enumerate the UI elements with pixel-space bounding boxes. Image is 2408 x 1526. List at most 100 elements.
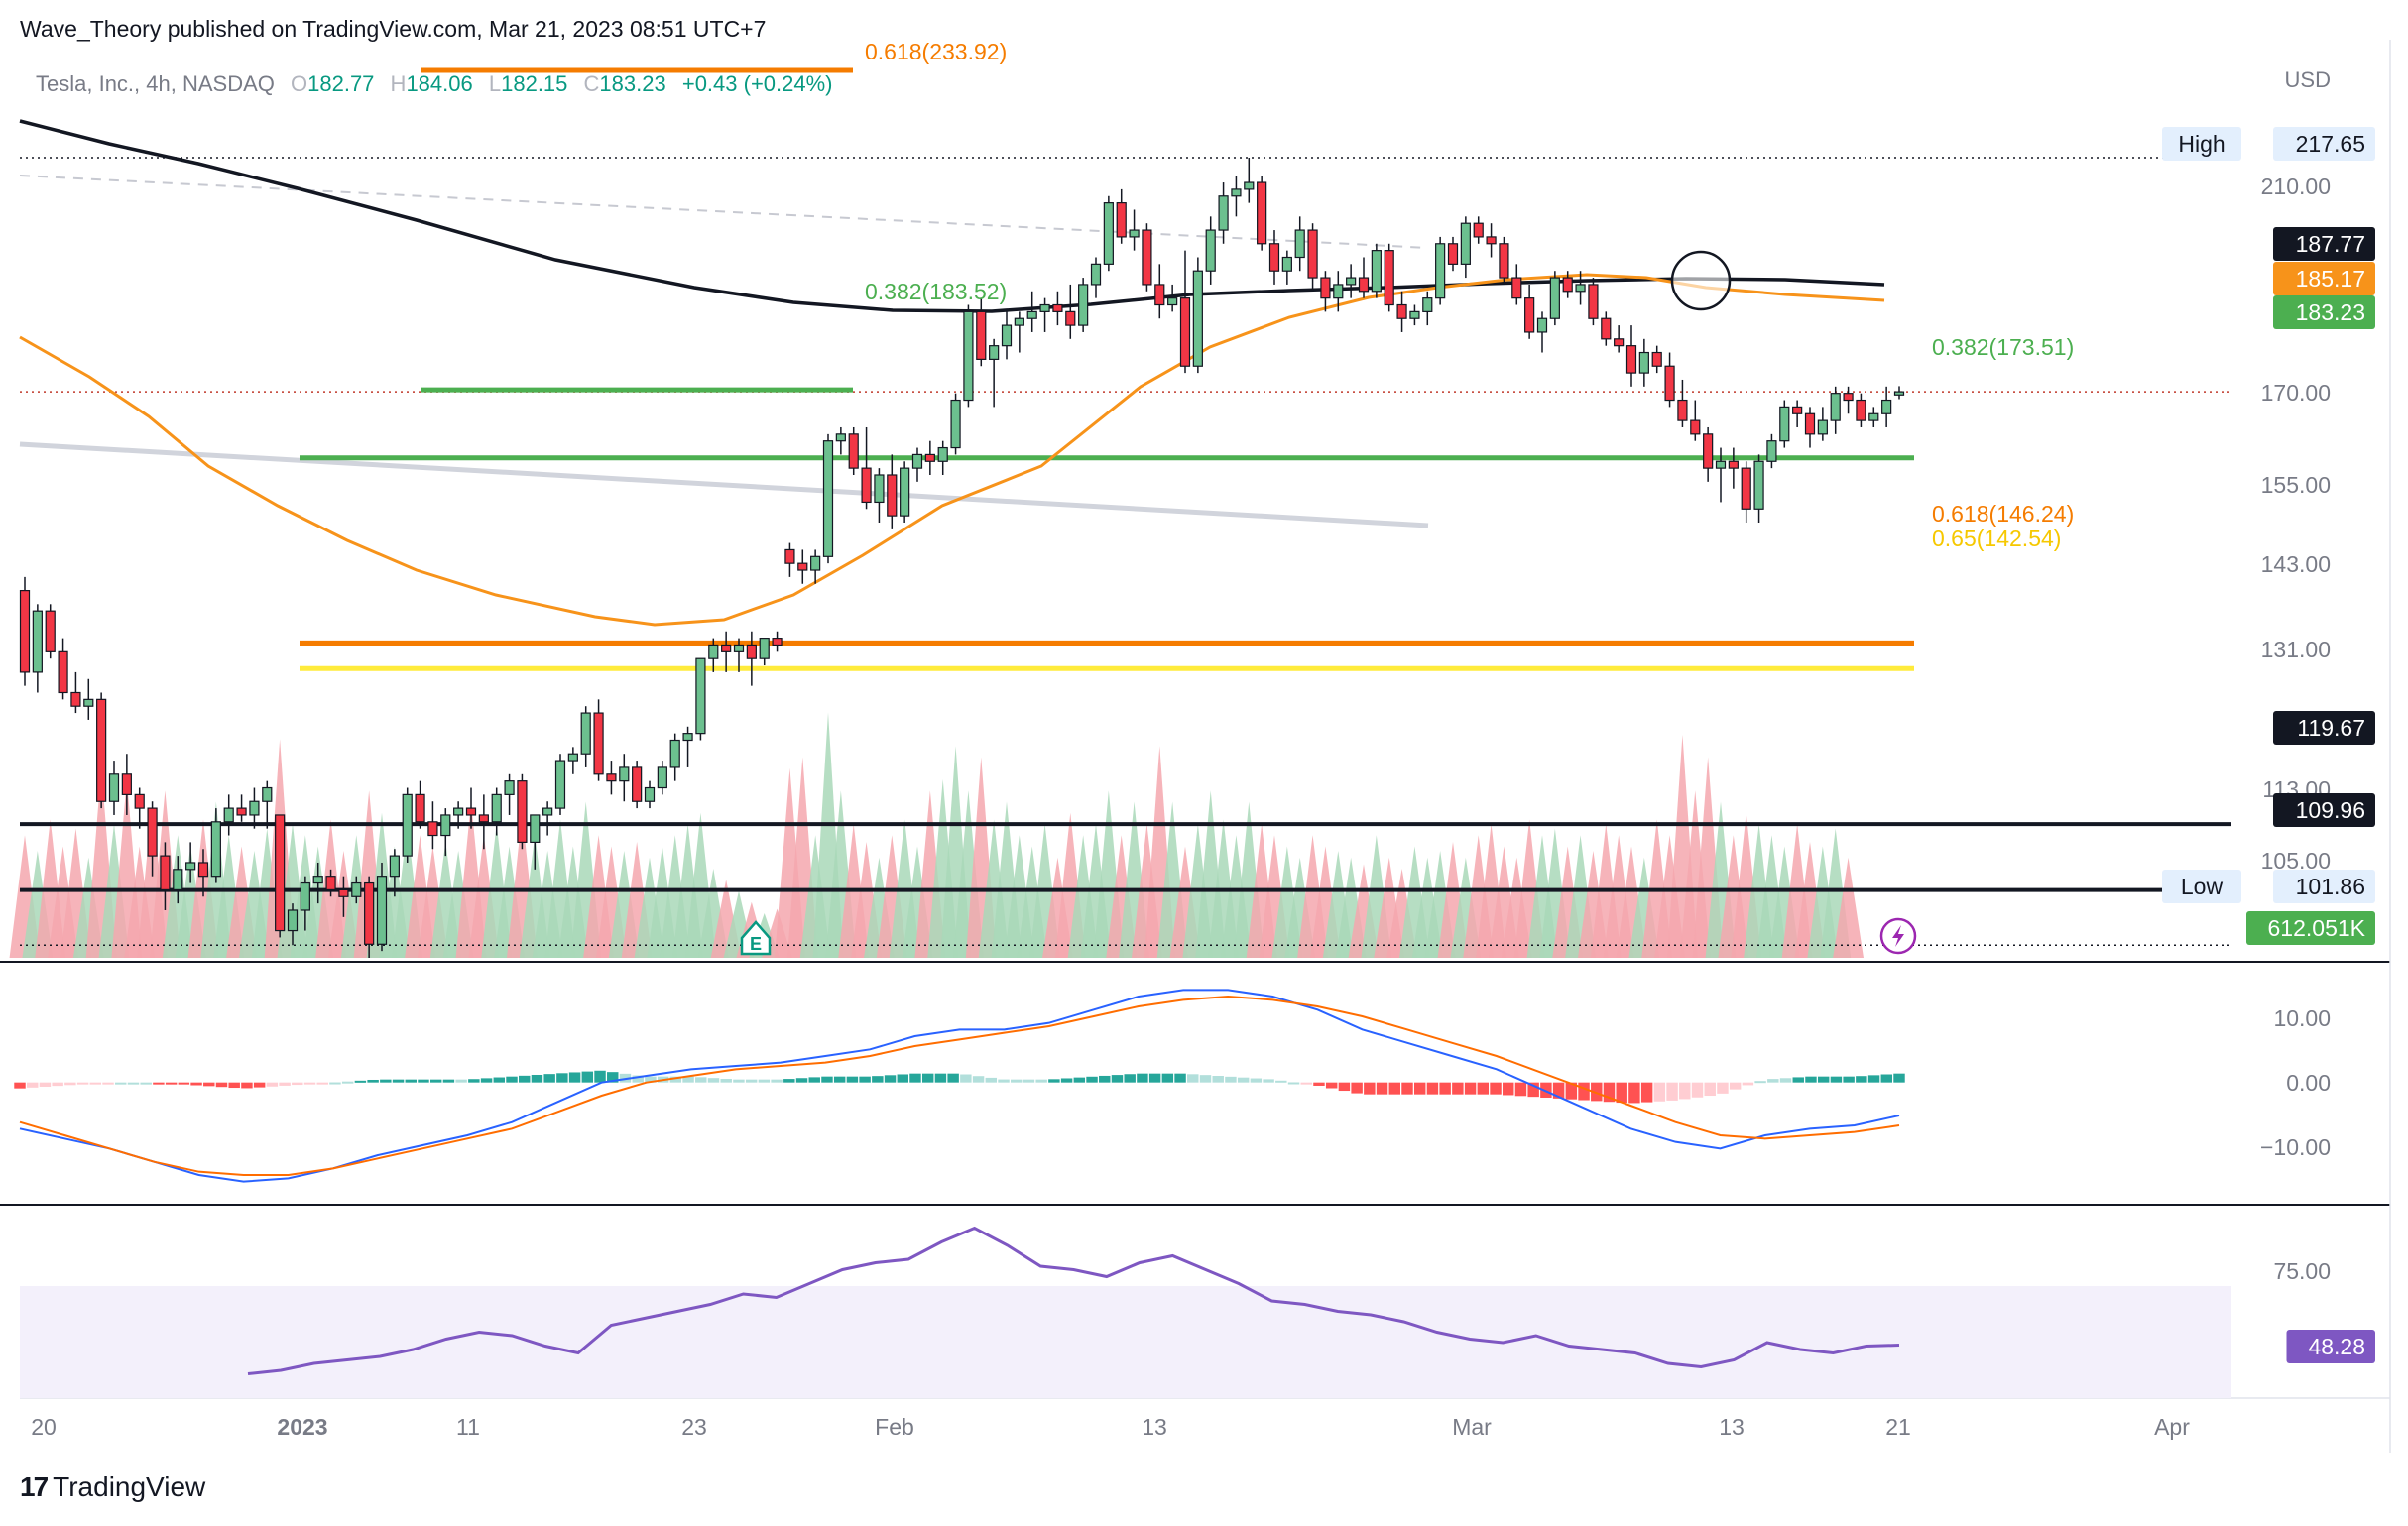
candle-up bbox=[1893, 391, 1905, 396]
candle-down bbox=[70, 691, 81, 707]
candle-up bbox=[1460, 222, 1471, 265]
macd-histogram-bar bbox=[190, 1082, 202, 1086]
candle-up bbox=[223, 807, 234, 823]
published-header: Wave_Theory published on TradingView.com… bbox=[20, 16, 767, 42]
macd-histogram-bar bbox=[1527, 1082, 1539, 1098]
last-price-tag-bg bbox=[2273, 295, 2375, 329]
macd-histogram-bar bbox=[354, 1080, 367, 1083]
tradingview-logo[interactable]: 17 TradingView bbox=[20, 1471, 205, 1503]
macd-histogram-bar bbox=[1048, 1079, 1060, 1083]
macd-histogram-bar bbox=[897, 1074, 908, 1083]
candle-down bbox=[772, 638, 783, 646]
candle-down bbox=[236, 807, 247, 816]
low-value-tag: 101.86 bbox=[2296, 874, 2365, 899]
macd-histogram-bar bbox=[833, 1076, 846, 1083]
candle-down bbox=[1116, 202, 1127, 238]
macd-histogram-bar bbox=[1767, 1079, 1779, 1083]
macd-histogram-bar bbox=[707, 1078, 720, 1083]
macd-histogram-bar bbox=[1439, 1082, 1451, 1095]
macd-histogram-bar bbox=[1338, 1082, 1351, 1092]
candle-down bbox=[1179, 297, 1191, 367]
candle-down bbox=[1664, 365, 1675, 402]
macd-signal-line bbox=[19, 995, 1900, 1176]
candle-up bbox=[1231, 188, 1242, 197]
candle-up bbox=[300, 881, 310, 911]
price-tick-label: 143.00 bbox=[2261, 551, 2331, 577]
macd-histogram-bar bbox=[846, 1076, 859, 1083]
candle-down bbox=[976, 310, 987, 360]
price-tick-label: 155.00 bbox=[2261, 472, 2331, 498]
candle-up bbox=[1192, 270, 1203, 367]
macd-histogram-bar bbox=[1679, 1082, 1691, 1100]
candle-up bbox=[491, 793, 502, 823]
dividend-lightning-glyph bbox=[1892, 925, 1904, 947]
macd-histogram-bar bbox=[429, 1079, 442, 1083]
macd-histogram-bar bbox=[795, 1078, 808, 1083]
macd-histogram-bar bbox=[127, 1082, 140, 1085]
candle-up bbox=[1422, 297, 1433, 312]
macd-histogram-bar bbox=[1514, 1082, 1527, 1097]
candle-up bbox=[312, 876, 323, 884]
candle-up bbox=[874, 474, 885, 504]
candle-down bbox=[1703, 433, 1714, 469]
candle-down bbox=[121, 773, 132, 795]
candle-down bbox=[606, 773, 617, 782]
macd-histogram-bar bbox=[1086, 1076, 1098, 1083]
candle-up bbox=[1817, 419, 1828, 435]
macd-histogram-bar bbox=[985, 1077, 998, 1083]
high-value-tag: 217.65 bbox=[2296, 131, 2365, 157]
candle-up bbox=[1078, 284, 1089, 326]
macd-tick-label: −10.00 bbox=[2260, 1134, 2331, 1160]
candle-down bbox=[1307, 229, 1318, 279]
candle-down bbox=[1473, 222, 1484, 238]
open-value: 182.77 bbox=[307, 71, 375, 96]
macd-histogram-bar bbox=[26, 1082, 39, 1088]
symbol-name[interactable]: Tesla, Inc., 4h, NASDAQ bbox=[36, 71, 275, 96]
macd-histogram-bar bbox=[1148, 1073, 1161, 1083]
macd-histogram-bar bbox=[1364, 1082, 1376, 1095]
macd-histogram-bar bbox=[102, 1082, 114, 1085]
macd-histogram-bar bbox=[859, 1076, 871, 1083]
time-tick-label: 20 bbox=[31, 1414, 57, 1440]
candle-down bbox=[1499, 243, 1509, 279]
macd-tick-label: 10.00 bbox=[2273, 1005, 2331, 1031]
time-tick-label: 2023 bbox=[277, 1414, 327, 1440]
candle-down bbox=[134, 793, 145, 809]
fib-label: 0.65(142.54) bbox=[1932, 526, 2061, 551]
macd-histogram-bar bbox=[1023, 1079, 1035, 1083]
candle-up bbox=[1766, 440, 1777, 462]
high-value-tag-bg bbox=[2273, 127, 2375, 161]
macd-histogram-bar bbox=[1351, 1082, 1363, 1094]
rsi-line bbox=[247, 1226, 1900, 1375]
fib-label: 0.382(173.51) bbox=[1932, 334, 2074, 360]
candle-up bbox=[453, 807, 464, 816]
candle-up bbox=[695, 657, 706, 735]
candle-up bbox=[1014, 317, 1024, 326]
candle-down bbox=[1142, 229, 1152, 286]
macd-histogram-bar bbox=[153, 1082, 165, 1085]
candle-down bbox=[364, 881, 375, 945]
trendline-grey bbox=[19, 441, 1429, 528]
candle-up bbox=[32, 610, 43, 673]
fib-label: 0.618(233.92) bbox=[865, 39, 1007, 64]
macd-histogram-bar bbox=[1464, 1082, 1477, 1095]
macd-histogram-bar bbox=[669, 1076, 682, 1083]
candle-up bbox=[644, 786, 656, 802]
high-label: H bbox=[390, 71, 407, 96]
macd-histogram-bar bbox=[1161, 1073, 1174, 1083]
candle-up bbox=[173, 869, 183, 891]
candle-up bbox=[542, 807, 553, 816]
volume-value-tag-bg bbox=[2246, 911, 2375, 945]
candle-up bbox=[1205, 229, 1216, 272]
candle-down bbox=[1843, 393, 1854, 402]
macd-histogram-bar bbox=[1653, 1082, 1666, 1102]
macd-histogram-bar bbox=[1376, 1082, 1388, 1095]
candle-down bbox=[1614, 338, 1625, 347]
candle-up bbox=[1026, 310, 1037, 319]
candle-up bbox=[1244, 181, 1255, 190]
fib-label: 0.382(183.52) bbox=[865, 279, 1007, 304]
candle-down bbox=[160, 855, 171, 891]
macd-histogram-bar bbox=[1212, 1076, 1224, 1083]
candle-up bbox=[835, 433, 846, 442]
rsi-band bbox=[20, 1286, 2231, 1398]
